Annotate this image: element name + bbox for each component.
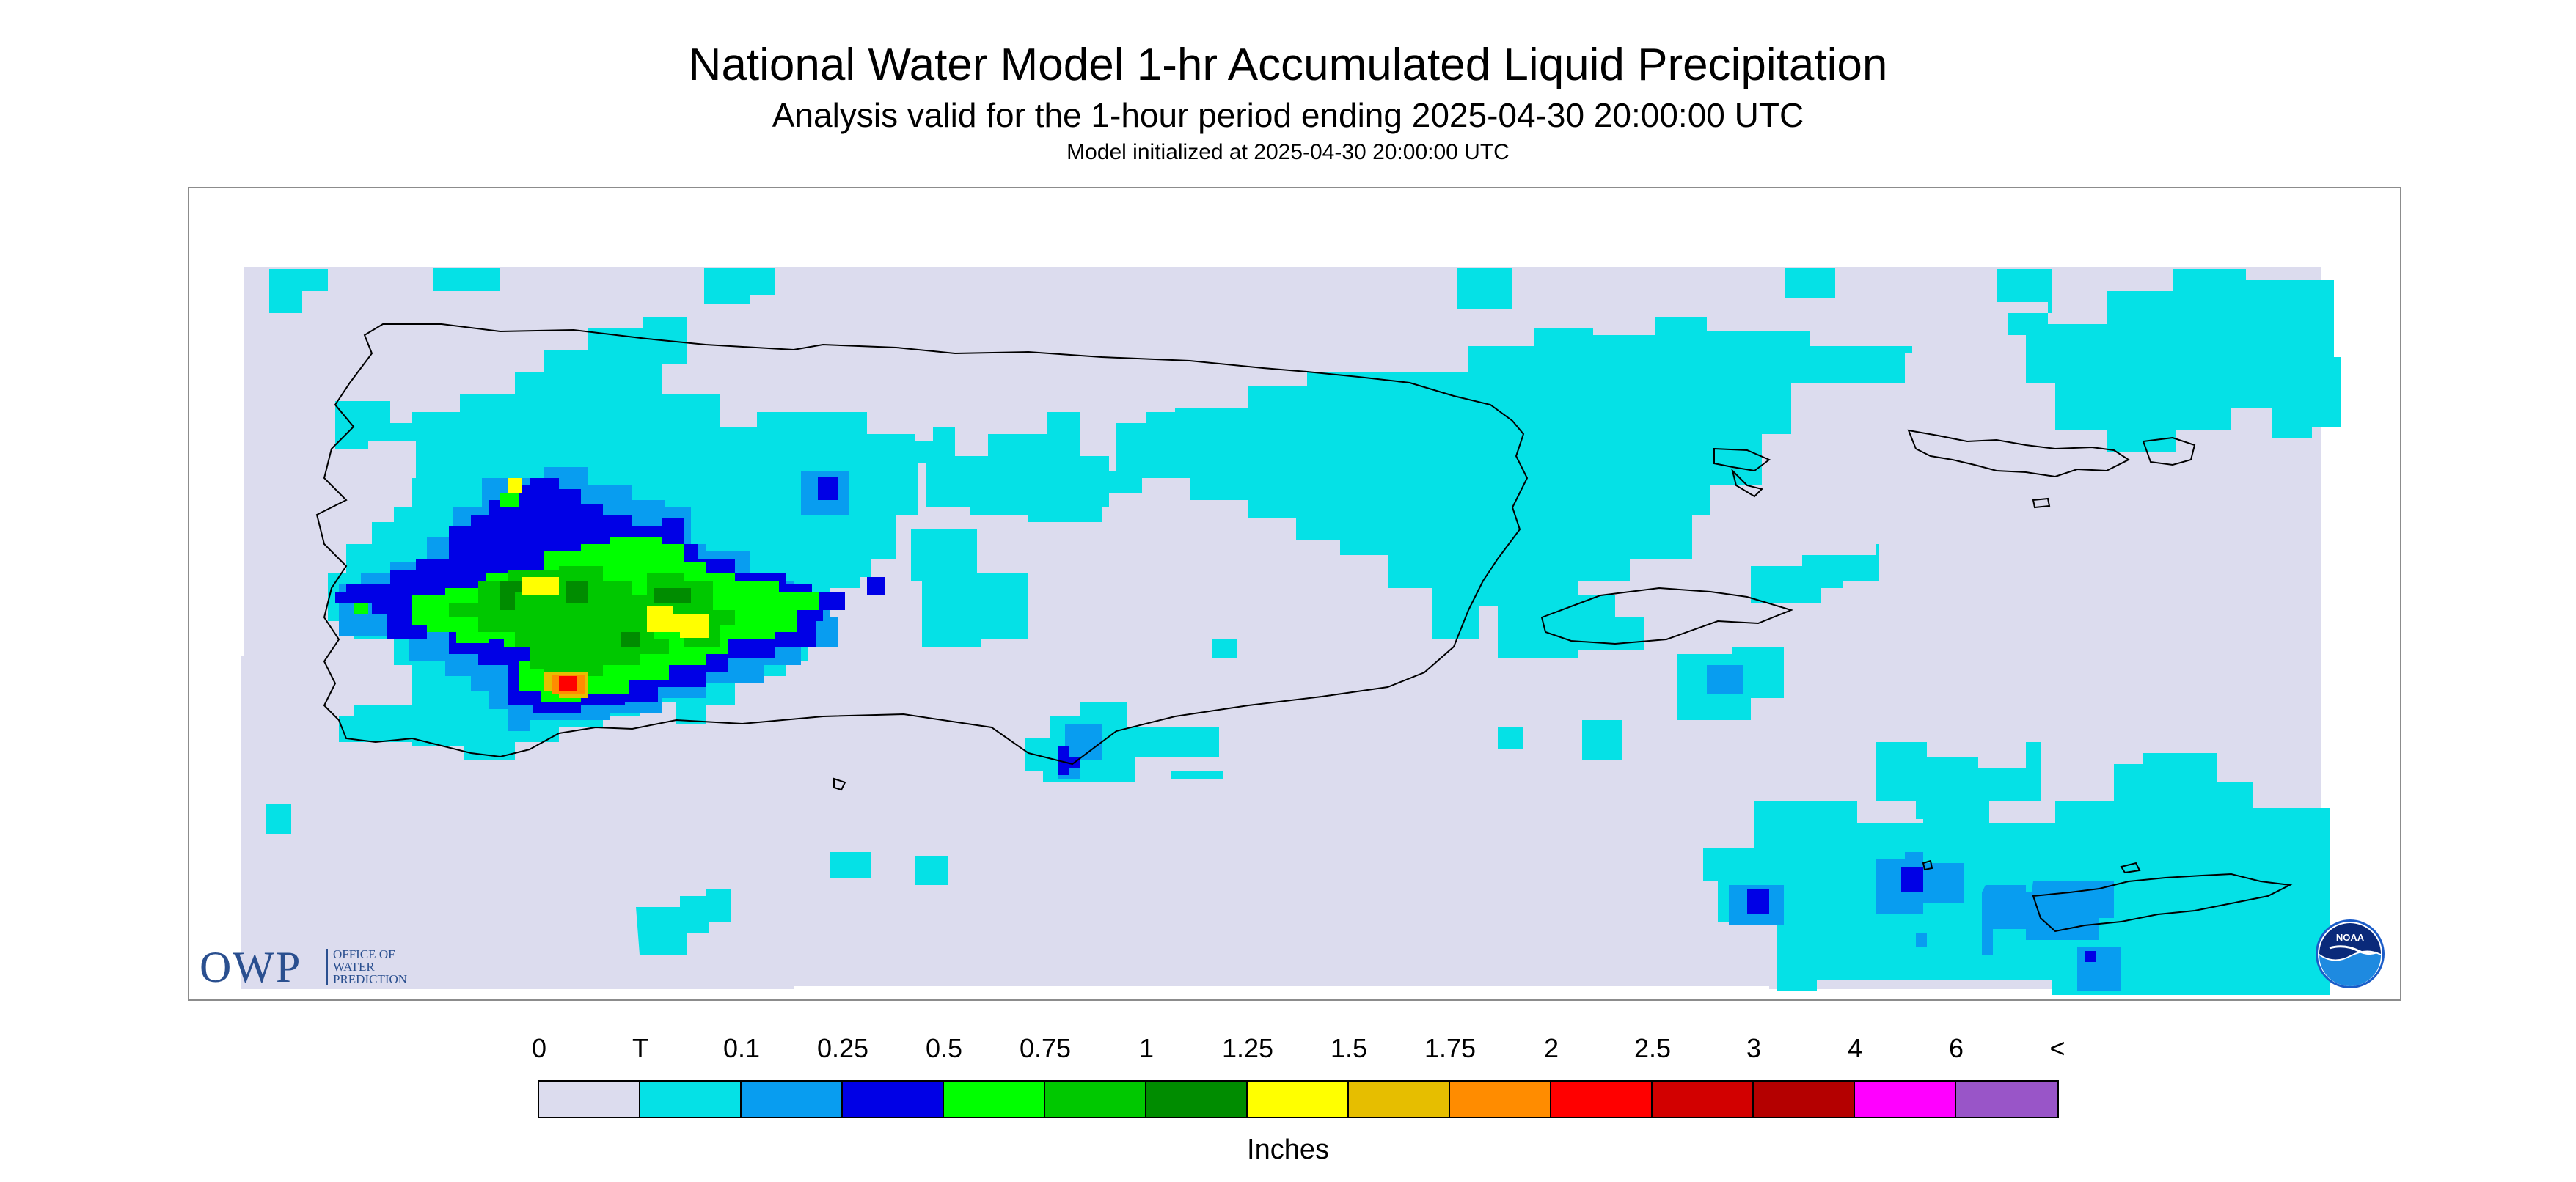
- legend-tick-label: 6: [1948, 1033, 1964, 1063]
- legend-swatch: [1956, 1082, 2057, 1117]
- legend-swatch: [944, 1082, 1045, 1117]
- legend-tick-label: T: [632, 1033, 648, 1063]
- legend-swatch: [640, 1082, 742, 1117]
- legend-tick-label: 0.25: [816, 1033, 869, 1063]
- model-init-time: Model initialized at 2025-04-30 20:00:00…: [1066, 140, 1510, 164]
- legend-tick-label: 3: [1746, 1033, 1762, 1063]
- legend-swatch: [1754, 1082, 1855, 1117]
- legend-tick-label: 1.75: [1424, 1033, 1477, 1063]
- no-data-strip: [794, 986, 1769, 992]
- title-block: National Water Model 1-hr Accumulated Li…: [0, 37, 2576, 169]
- legend-swatch: [1248, 1082, 1349, 1117]
- noaa-logo: NOAA: [2316, 919, 2385, 988]
- legend-tick-label: 2: [1543, 1033, 1559, 1063]
- legend-swatch: [1146, 1082, 1248, 1117]
- legend-swatch: [1450, 1082, 1551, 1117]
- legend-color-bar: [538, 1080, 2059, 1118]
- legend-swatch: [539, 1082, 640, 1117]
- legend-swatch: [1653, 1082, 1754, 1117]
- legend-unit-label: Inches: [1247, 1134, 1329, 1165]
- map-subtitle: Analysis valid for the 1-hour period end…: [772, 96, 1804, 134]
- legend-tick-label: 0.1: [722, 1033, 761, 1063]
- legend-tick-label: 1.5: [1330, 1033, 1368, 1063]
- legend-swatch: [1855, 1082, 1956, 1117]
- owp-logo-text: OFFICE OF WATER PREDICTION: [333, 947, 408, 986]
- no-data-strip: [241, 267, 244, 656]
- legend-swatch: [1045, 1082, 1146, 1117]
- legend-swatch: [1349, 1082, 1450, 1117]
- legend-tick-labels: 0 T 0.1 0.25 0.5 0.75 1 1.25 1.5 1.75 2 2.5 3 4 6 <: [0, 1030, 2576, 1067]
- legend-tick-label: 0.75: [1019, 1033, 1072, 1063]
- legend-tick-label: 0: [531, 1033, 547, 1063]
- legend-tick-label: 1.25: [1221, 1033, 1274, 1063]
- owp-logo-divider: [326, 949, 328, 985]
- heavy-precip-areas: [354, 478, 819, 702]
- legend-swatch: [1551, 1082, 1653, 1117]
- owp-logo-letters: OWP: [200, 943, 302, 991]
- legend-tick-label: 2.5: [1633, 1033, 1672, 1063]
- legend-swatch: [843, 1082, 944, 1117]
- map-frame: [188, 187, 2401, 1001]
- map-title: National Water Model 1-hr Accumulated Li…: [688, 40, 1888, 90]
- legend-tick-label: <: [2049, 1033, 2065, 1063]
- legend-tick-label: 1: [1138, 1033, 1155, 1063]
- svg-text:NOAA: NOAA: [2336, 932, 2365, 943]
- trace-precip-areas: [266, 268, 2341, 995]
- legend-swatch: [742, 1082, 843, 1117]
- coastlines: [315, 323, 2293, 933]
- legend-tick-label: 0.5: [925, 1033, 963, 1063]
- precipitation-map: [241, 267, 2341, 995]
- owp-logo: OWP OFFICE OF WATER PREDICTION: [200, 944, 434, 990]
- legend-tick-label: 4: [1847, 1033, 1863, 1063]
